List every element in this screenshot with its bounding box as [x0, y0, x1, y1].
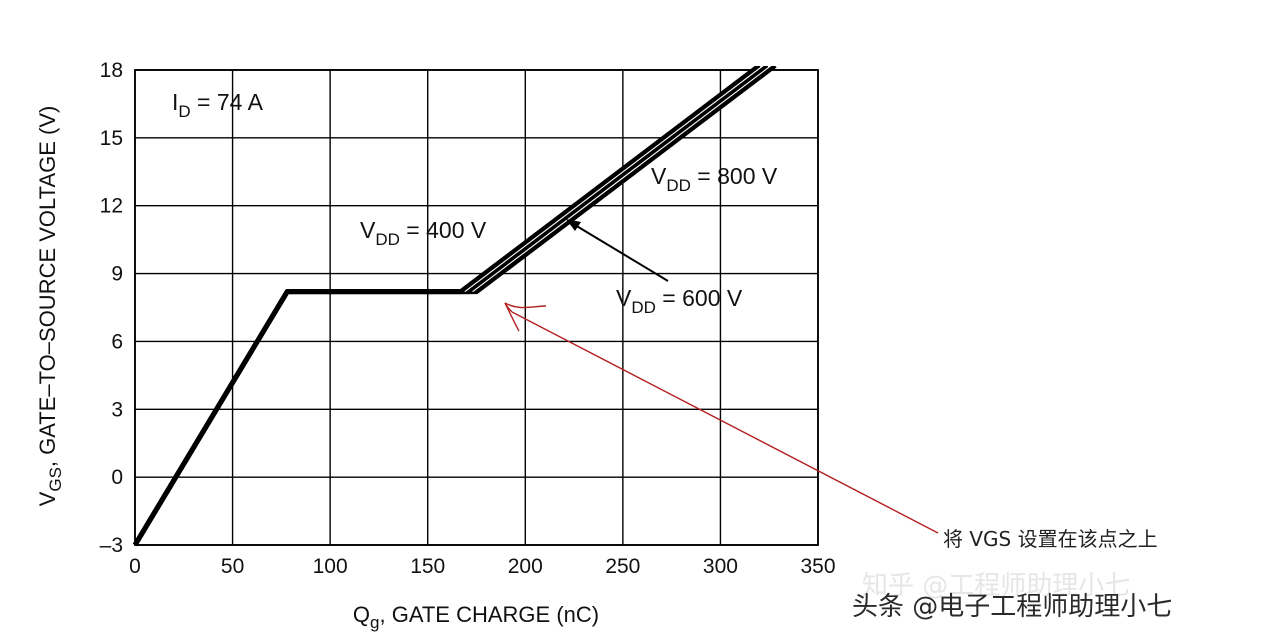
x-tick-label: 150 [410, 555, 445, 578]
plot-frame [134, 69, 819, 546]
x-tick-label: 50 [221, 555, 244, 578]
vdd-600-label: VDD = 600 V [616, 285, 743, 317]
id-annotation: ID = 74 A [172, 89, 264, 121]
tick-labels: 0 50 100 150 200 250 300 350 –3 0 3 6 9 12 15 18 [100, 59, 836, 578]
watermark-line-1: 知乎 @工程师助理小七 [862, 571, 1130, 601]
vdd-800-label: VDD = 800 V [651, 163, 778, 195]
red-annotation-arrow [504, 302, 939, 534]
x-tick-label: 100 [313, 555, 348, 578]
series-layer [132, 66, 777, 547]
series-separator [464, 66, 764, 293]
series-separator [472, 66, 772, 293]
note-text: 将 VGS 设置在该点之上 [943, 527, 1158, 551]
series-line-3 [132, 66, 777, 547]
x-tick-label: 300 [703, 555, 738, 578]
x-tick-label: 250 [605, 555, 640, 578]
y-tick-label: 0 [111, 466, 123, 489]
x-tick-label: 0 [129, 555, 141, 578]
x-tick-label: 350 [800, 555, 835, 578]
vdd-400-label: VDD = 400 V [360, 217, 487, 249]
y-tick-label: –3 [100, 534, 123, 557]
watermark-line-2: 头条 @电子工程师助理小七 [852, 592, 1172, 622]
y-tick-label: 15 [100, 127, 123, 150]
y-tick-label: 9 [111, 263, 123, 286]
y-tick-label: 12 [100, 195, 123, 218]
vdd-600-pointer-arrow [566, 219, 669, 282]
x-axis-title: Qg, GATE CHARGE (nC) [353, 602, 599, 632]
y-tick-label: 18 [100, 59, 123, 82]
y-tick-label: 3 [111, 398, 123, 421]
y-axis-title: VGS, GATE–TO–SOURCE VOLTAGE (V) [35, 106, 65, 507]
grid [134, 69, 819, 546]
x-tick-label: 200 [508, 555, 543, 578]
y-tick-label: 6 [111, 330, 123, 353]
